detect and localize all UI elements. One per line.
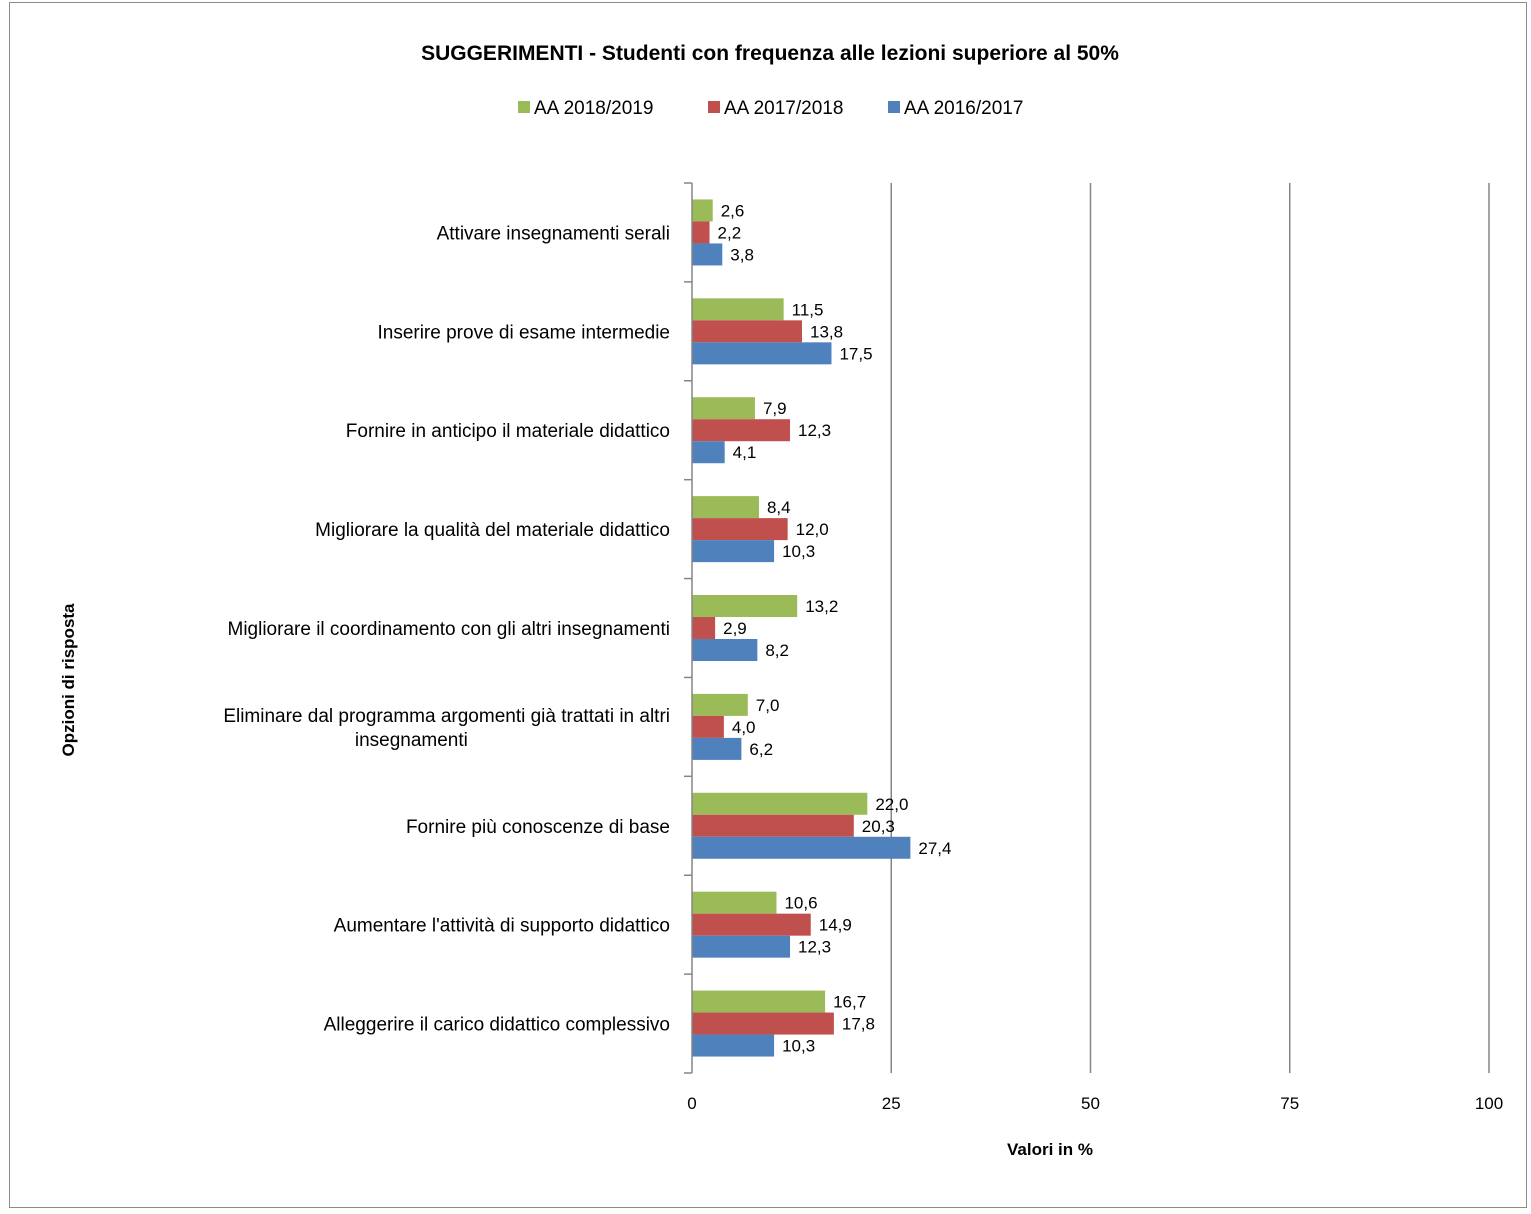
category-label: Alleggerire il carico didattico compless… — [324, 1015, 670, 1036]
category-label: Migliorare il coordinamento con gli altr… — [228, 619, 671, 640]
data-label: 4,1 — [733, 443, 757, 462]
data-label: 11,5 — [792, 300, 824, 319]
data-label: 7,9 — [763, 399, 787, 418]
data-labels: 2,6 11,5 7,9 8,4 13,2 7,0 22,0 10,6 16,7 2,2 13,8 1… — [718, 201, 952, 1055]
bar — [692, 342, 832, 365]
legend: AA 2018/2019 AA 2017/2018 AA 2016/2017 — [518, 98, 1023, 119]
legend-entry: AA 2017/2018 — [724, 98, 843, 119]
category-labels: Attivare insegnamenti serali Inserire pro… — [223, 223, 670, 1035]
bar — [692, 397, 755, 420]
data-label: 4,0 — [732, 718, 756, 737]
bar — [692, 639, 758, 661]
bar — [692, 298, 784, 321]
data-label: 10,6 — [784, 894, 817, 913]
data-label: 6,2 — [749, 740, 773, 759]
bars — [692, 199, 911, 1057]
x-tick-label: 25 — [882, 1094, 901, 1113]
data-label: 3,8 — [730, 245, 754, 264]
data-label: 10,3 — [782, 542, 815, 561]
data-label: 8,2 — [765, 641, 789, 660]
bar — [692, 320, 802, 343]
bar — [692, 540, 775, 563]
gridlines — [890, 183, 1490, 1073]
bar — [692, 715, 724, 738]
bar — [692, 693, 748, 716]
bar — [692, 496, 759, 519]
bar — [692, 814, 854, 837]
category-label: Inserire prove di esame intermedie — [377, 322, 670, 343]
data-label: 2,2 — [718, 223, 742, 242]
tick-labels: 0 25 50 75 100 — [687, 1094, 1503, 1113]
data-label: 12,0 — [796, 520, 829, 539]
data-label: 17,5 — [839, 344, 872, 363]
legend-swatch — [888, 101, 900, 113]
category-label: Attivare insegnamenti serali — [437, 223, 670, 244]
legend-entry: AA 2018/2019 — [534, 98, 653, 119]
data-label: 7,0 — [756, 696, 780, 715]
data-label: 13,8 — [810, 322, 843, 341]
bar — [692, 199, 713, 222]
x-tick-label: 75 — [1280, 1094, 1299, 1113]
bar — [692, 737, 742, 760]
data-label: 2,9 — [723, 619, 747, 638]
bar — [692, 836, 911, 859]
data-label: 22,0 — [875, 795, 908, 814]
data-label: 8,4 — [767, 498, 791, 517]
data-label: 2,6 — [721, 201, 745, 220]
bar — [692, 595, 798, 617]
bar — [692, 518, 788, 541]
legend-swatch — [708, 101, 720, 113]
data-label: 17,8 — [842, 1015, 875, 1034]
bar — [692, 617, 716, 639]
y-axis-title: Opzioni di risposta — [59, 603, 78, 757]
data-label: 14,9 — [819, 916, 852, 935]
data-label: 12,3 — [798, 421, 831, 440]
legend-entry: AA 2016/2017 — [904, 98, 1023, 119]
data-label: 16,7 — [833, 993, 866, 1012]
bar — [692, 891, 777, 914]
category-label: Fornire più conoscenze di base — [406, 817, 670, 838]
bar — [692, 1034, 775, 1057]
category-label: Fornire in anticipo il materiale didatti… — [346, 421, 670, 442]
bar — [692, 1012, 834, 1035]
data-label: 12,3 — [798, 938, 831, 957]
data-label: 10,3 — [782, 1037, 815, 1056]
category-label: Aumentare l'attività di supporto didatti… — [334, 916, 670, 937]
bar — [692, 792, 868, 815]
bar — [692, 221, 710, 244]
data-label: 27,4 — [918, 839, 951, 858]
category-label: Migliorare la qualità del materiale dida… — [315, 520, 670, 541]
bar — [692, 419, 791, 442]
x-axis-title: Valori in % — [1007, 1140, 1093, 1159]
data-label: 20,3 — [862, 817, 895, 836]
bar — [692, 935, 791, 958]
bar — [692, 913, 811, 936]
x-tick-label: 50 — [1081, 1094, 1100, 1113]
legend-swatch — [518, 101, 530, 113]
x-tick-label: 0 — [687, 1094, 696, 1113]
bar — [692, 243, 723, 266]
bar — [692, 990, 826, 1013]
x-tick-label: 100 — [1475, 1094, 1503, 1113]
bar — [692, 441, 725, 464]
axes — [684, 182, 693, 1074]
chart-title: SUGGERIMENTI - Studenti con frequenza al… — [421, 42, 1119, 65]
data-label: 13,2 — [805, 597, 838, 616]
category-label: Eliminare dal programma argomenti già tr… — [223, 706, 670, 751]
